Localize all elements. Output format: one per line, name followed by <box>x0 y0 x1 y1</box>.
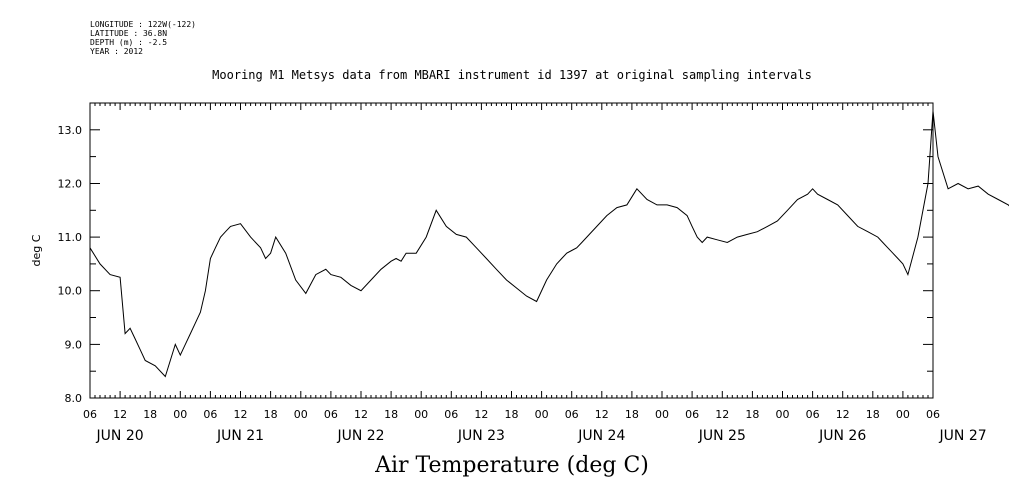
x-hour-tick-label: 12 <box>836 408 850 421</box>
x-hour-tick-label: 00 <box>414 408 428 421</box>
x-day-label: JUN 23 <box>457 428 505 444</box>
y-tick-label: 12.0 <box>58 178 83 191</box>
x-axis-label: Air Temperature (deg C) <box>375 453 649 478</box>
x-hour-tick-label: 18 <box>866 408 880 421</box>
y-tick-label: 10.0 <box>58 285 83 298</box>
x-hour-tick-label: 12 <box>715 408 729 421</box>
x-hour-tick-label: 00 <box>173 408 187 421</box>
x-hour-tick-label: 00 <box>655 408 669 421</box>
x-day-label: JUN 27 <box>939 428 987 444</box>
meta-longitude: LONGITUDE : 122W(-122) <box>90 20 196 29</box>
x-hour-tick-label: 06 <box>203 408 217 421</box>
x-hour-tick-label: 00 <box>535 408 549 421</box>
x-hour-tick-label: 06 <box>926 408 940 421</box>
x-hour-tick-label: 18 <box>264 408 278 421</box>
x-hour-tick-label: 06 <box>83 408 97 421</box>
meta-latitude: LATITUDE : 36.8N <box>90 29 168 38</box>
meta-year: YEAR : 2012 <box>90 47 143 56</box>
x-hour-tick-label: 06 <box>685 408 699 421</box>
x-hour-tick-label: 12 <box>474 408 488 421</box>
x-hour-tick-label: 00 <box>896 408 910 421</box>
x-hour-tick-label: 00 <box>294 408 308 421</box>
x-hour-tick-label: 18 <box>625 408 639 421</box>
x-hour-tick-label: 12 <box>234 408 248 421</box>
x-day-label: JUN 20 <box>96 428 144 444</box>
chart-title: Mooring M1 Metsys data from MBARI instru… <box>212 68 812 82</box>
y-axis-label: deg C <box>30 234 43 266</box>
x-hour-tick-label: 12 <box>354 408 368 421</box>
metadata-block: LONGITUDE : 122W(-122) LATITUDE : 36.8N … <box>90 20 196 56</box>
x-hour-tick-label: 06 <box>806 408 820 421</box>
x-day-label: JUN 25 <box>698 428 746 444</box>
x-day-label: JUN 21 <box>216 428 264 444</box>
x-hour-tick-label: 18 <box>505 408 519 421</box>
x-day-label: JUN 22 <box>336 428 384 444</box>
x-hour-tick-label: 06 <box>565 408 579 421</box>
y-tick-label: 8.0 <box>65 392 83 405</box>
x-hour-tick-label: 18 <box>143 408 157 421</box>
meta-depth: DEPTH (m) : -2.5 <box>90 38 168 47</box>
x-hour-tick-label: 12 <box>113 408 127 421</box>
x-hour-tick-label: 12 <box>595 408 609 421</box>
x-hour-tick-label: 18 <box>384 408 398 421</box>
x-hour-tick-label: 18 <box>745 408 759 421</box>
series-line <box>89 110 1009 378</box>
x-hour-tick-label: 00 <box>776 408 790 421</box>
x-day-label: JUN 24 <box>577 428 625 444</box>
x-hour-tick-label: 06 <box>324 408 338 421</box>
x-hour-tick-label: 06 <box>444 408 458 421</box>
y-tick-label: 9.0 <box>65 338 83 351</box>
y-tick-label: 13.0 <box>58 124 83 137</box>
x-day-label: JUN 26 <box>818 428 866 444</box>
y-tick-label: 11.0 <box>58 231 83 244</box>
plot-frame <box>89 102 934 399</box>
